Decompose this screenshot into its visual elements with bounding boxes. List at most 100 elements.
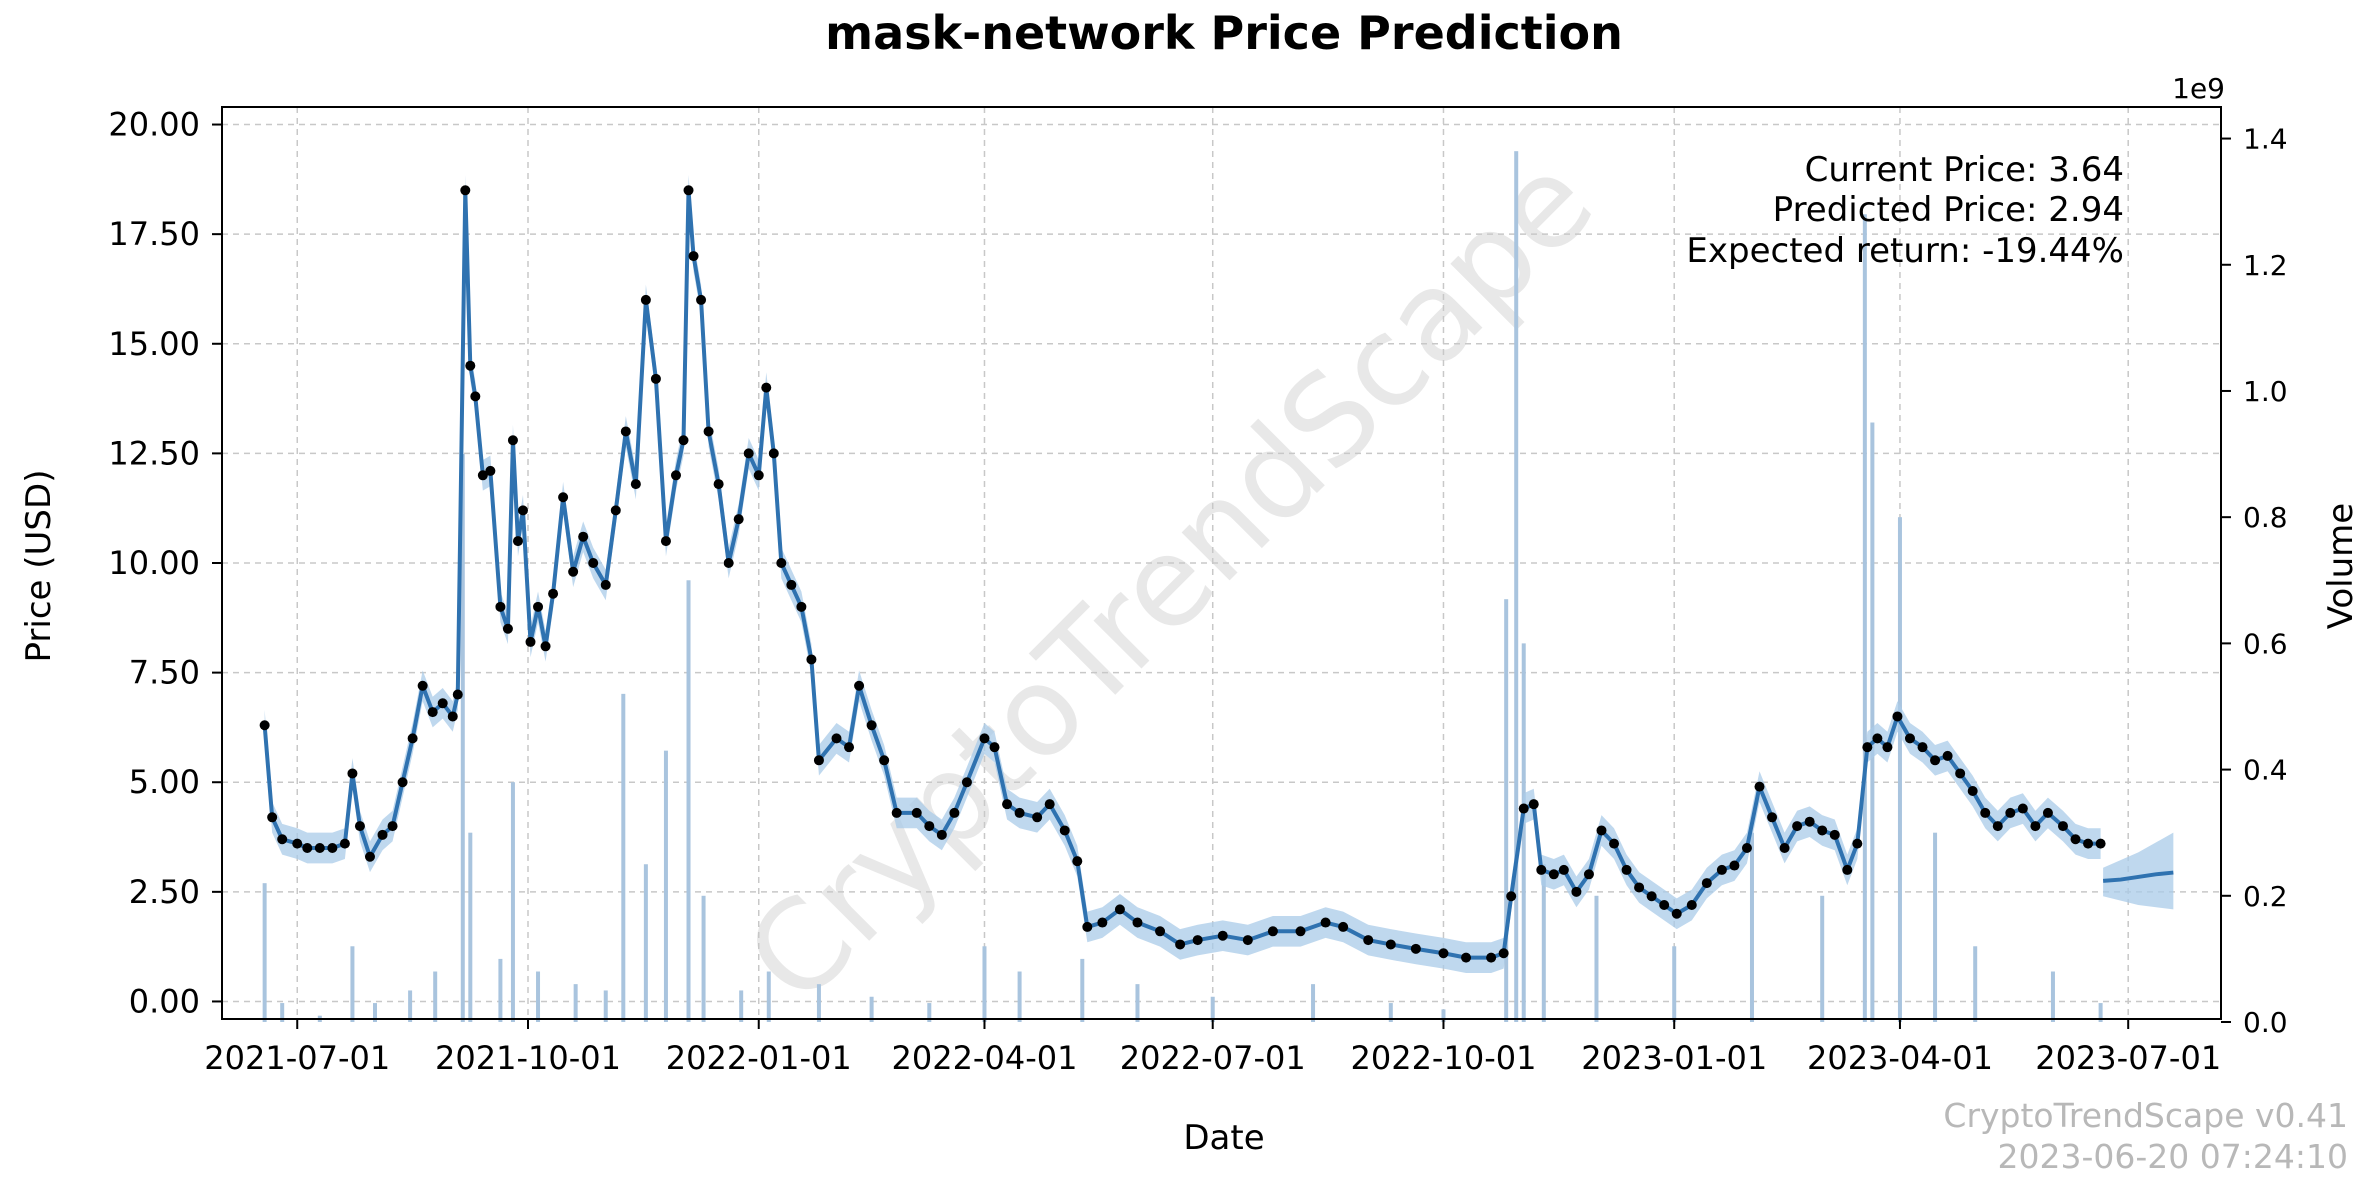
volume-bar — [1933, 832, 1938, 1022]
observed-price-point — [1528, 799, 1539, 810]
y-tick-label: 2.50 — [129, 873, 200, 911]
observed-price-point — [1955, 768, 1966, 779]
observed-price-point — [485, 465, 496, 476]
observed-price-point — [776, 558, 787, 568]
volume-bar — [262, 883, 267, 1022]
observed-price-point — [2017, 803, 2028, 814]
y-tick-label: 15.00 — [108, 325, 200, 363]
observed-price-point — [1817, 825, 1828, 836]
observed-price-point — [924, 821, 935, 832]
volume-bar — [1862, 214, 1867, 1022]
observed-price-point — [2005, 807, 2016, 818]
observed-price-point — [1059, 825, 1070, 836]
observed-price-point — [437, 698, 448, 709]
observed-price-point — [1267, 926, 1278, 937]
x-axis-ticks: 2021-07-01 2021-10-01 2022-01-01 2022-04-01… — [204, 1019, 2221, 1077]
volume-bar — [280, 1003, 285, 1022]
watermark: CryptoTrendScape — [719, 129, 1621, 1031]
x-tick-label: 2022-01-01 — [666, 1039, 852, 1077]
observed-price-point — [678, 435, 689, 446]
y2-axis-label: Volume — [2321, 503, 2361, 629]
observed-price-point — [936, 829, 947, 840]
observed-price-point — [1967, 786, 1978, 796]
observed-price-point — [670, 470, 681, 481]
observed-price-point — [525, 636, 536, 647]
expected-return-annotation: Expected return: -19.44% — [1686, 231, 2124, 271]
observed-price-point — [578, 531, 589, 542]
observed-price-point — [891, 807, 902, 818]
observed-price-point — [1548, 869, 1559, 880]
observed-price-point — [1175, 939, 1186, 950]
observed-price-point — [1862, 742, 1873, 753]
volume-bar — [816, 984, 821, 1022]
volume-bar — [603, 990, 608, 1022]
observed-price-point — [1438, 948, 1449, 959]
volume-bar — [869, 996, 874, 1022]
observed-price-point — [502, 623, 513, 634]
observed-price-point — [267, 812, 278, 823]
observed-price-point — [660, 536, 671, 547]
volume-bar — [643, 864, 648, 1022]
volume-bar — [1504, 599, 1509, 1022]
volume-bar — [1210, 996, 1215, 1022]
observed-price-point — [640, 294, 651, 305]
observed-price-point — [2030, 821, 2041, 832]
observed-price-point — [588, 558, 599, 568]
observed-price-point — [1659, 900, 1670, 910]
observed-price-point — [533, 601, 544, 612]
y2-tick-label: 0.2 — [2243, 880, 2288, 913]
observed-price-point — [1609, 838, 1620, 849]
observed-price-point — [477, 470, 488, 481]
volume-bar — [573, 984, 578, 1022]
x-tick-label: 2022-10-01 — [1350, 1039, 1536, 1077]
volume-bar — [1311, 984, 1316, 1022]
observed-price-point — [1992, 821, 2003, 832]
observed-price-point — [1804, 816, 1815, 827]
y2-tick-label: 0.0 — [2243, 1006, 2288, 1039]
volume-bar — [2098, 1003, 2103, 1022]
forecast-price-line — [2102, 870, 2174, 883]
observed-price-point — [2070, 834, 2081, 845]
observed-price-point — [1385, 939, 1396, 950]
observed-price-point — [813, 755, 824, 766]
observed-price-point — [1852, 838, 1863, 849]
observed-price-point — [1621, 864, 1632, 875]
observed-price-point — [1072, 856, 1083, 867]
x-tick-label: 2022-07-01 — [1120, 1039, 1306, 1077]
observed-price-point — [610, 505, 621, 516]
predicted-price-annotation: Predicted Price: 2.94 — [1773, 190, 2124, 230]
observed-price-point — [2057, 821, 2068, 832]
volume-bar — [1870, 422, 1875, 1023]
volume-bar — [1017, 971, 1022, 1022]
volume-bar — [1749, 832, 1754, 1022]
observed-price-point — [427, 707, 438, 718]
observed-price-point — [1767, 812, 1778, 823]
observed-price-point — [844, 742, 855, 753]
observed-price-point — [277, 834, 288, 845]
observed-price-point — [1044, 799, 1055, 810]
volume-bar — [1514, 151, 1519, 1022]
y2-tick-label: 0.4 — [2243, 754, 2288, 787]
observed-price-point — [743, 448, 754, 459]
y-tick-label: 0.00 — [129, 982, 200, 1020]
observed-price-point — [1558, 864, 1569, 875]
volume-bar — [1080, 958, 1085, 1022]
observed-price-point — [1671, 908, 1682, 919]
observed-price-point — [1032, 812, 1043, 823]
observed-price-point — [1779, 843, 1790, 853]
volume-bar — [766, 971, 771, 1022]
observed-price-point — [1155, 926, 1166, 937]
volume-bar — [701, 895, 706, 1022]
observed-price-point — [600, 579, 611, 590]
x-tick-label: 2023-01-01 — [1581, 1039, 1767, 1077]
observed-price-point — [806, 654, 817, 665]
observed-price-point — [495, 601, 506, 612]
observed-price-point — [650, 373, 661, 384]
volume-bar — [372, 1003, 377, 1022]
observed-price-point — [1904, 733, 1915, 744]
observed-price-point — [1754, 781, 1765, 792]
observed-price-point — [417, 680, 428, 691]
observed-price-point — [387, 821, 398, 832]
observed-price-point — [1410, 943, 1421, 954]
